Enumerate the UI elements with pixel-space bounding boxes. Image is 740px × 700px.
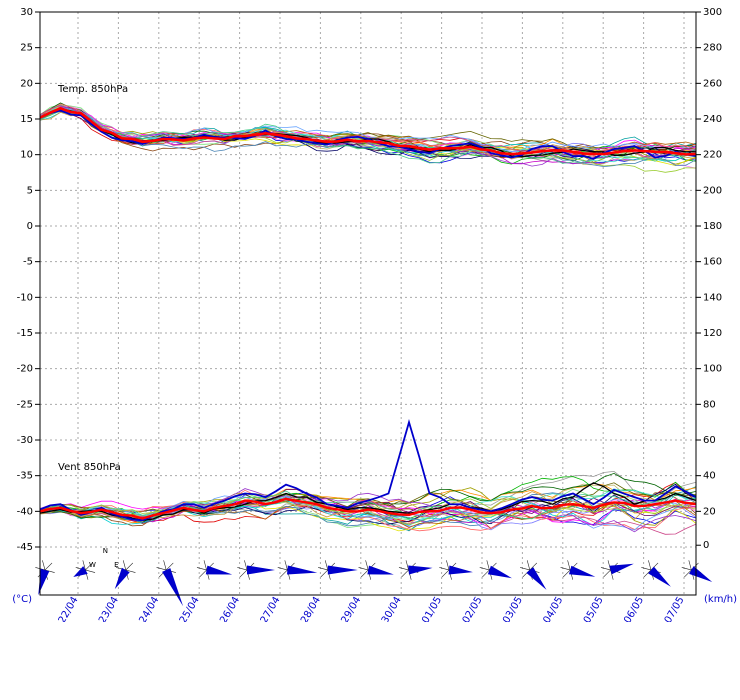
svg-text:-20: -20 (17, 364, 33, 375)
ensemble-member-lines (39, 102, 697, 535)
ensemble-chart: 30 25 20 15 10 5 0 -5 -10 -15 -20 -25 -30 -35 -40 -45 30… (12, 7, 737, 622)
svg-text:-5: -5 (23, 257, 33, 268)
svg-text:23/04: 23/04 (97, 595, 121, 622)
svg-text:30/04: 30/04 (380, 595, 404, 622)
svg-text:-30: -30 (17, 435, 33, 446)
svg-text:100: 100 (703, 364, 722, 375)
svg-text:-10: -10 (17, 292, 33, 303)
svg-text:07/05: 07/05 (663, 595, 687, 622)
svg-text:280: 280 (703, 43, 722, 54)
svg-text:200: 200 (703, 185, 722, 196)
svg-text:25/04: 25/04 (178, 595, 202, 622)
svg-text:80: 80 (703, 399, 716, 410)
svg-text:60: 60 (703, 435, 716, 446)
svg-text:-15: -15 (17, 328, 33, 339)
main-run-lines (39, 106, 697, 522)
svg-text:20: 20 (703, 506, 716, 517)
svg-text:25: 25 (20, 43, 33, 54)
svg-text:240: 240 (703, 114, 722, 125)
axis-labels: 30 25 20 15 10 5 0 -5 -10 -15 -20 -25 -30 -35 -40 -45 30… (12, 7, 737, 622)
svg-text:02/05: 02/05 (461, 595, 485, 622)
temp-panel-label: Temp. 850hPa (57, 84, 128, 95)
svg-text:260: 260 (703, 78, 722, 89)
svg-text:180: 180 (703, 221, 722, 232)
svg-text:0: 0 (703, 540, 709, 551)
svg-text:29/04: 29/04 (339, 595, 363, 622)
chart-legend: Moyenne des scénarios Run de contrôle Ru… (0, 624, 740, 662)
svg-text:06/05: 06/05 (622, 595, 646, 622)
svg-text:15: 15 (20, 114, 33, 125)
svg-text:26/04: 26/04 (218, 595, 242, 622)
svg-text:-45: -45 (17, 542, 33, 553)
plot-border (39, 11, 697, 596)
svg-text:27/04: 27/04 (259, 595, 283, 622)
svg-text:-25: -25 (17, 399, 33, 410)
compass-e: E (114, 561, 118, 569)
svg-text:(°C): (°C) (12, 594, 32, 605)
svg-text:22/04: 22/04 (57, 595, 81, 622)
svg-text:120: 120 (703, 328, 722, 339)
svg-text:03/05: 03/05 (501, 595, 525, 622)
svg-text:-35: -35 (17, 471, 33, 482)
svg-text:28/04: 28/04 (299, 595, 323, 622)
svg-text:30: 30 (20, 7, 33, 18)
svg-text:5: 5 (27, 185, 33, 196)
compass-w: W (89, 561, 96, 569)
svg-text:04/05: 04/05 (541, 595, 565, 622)
wind-panel-label: Vent 850hPa (58, 462, 121, 473)
svg-text:10: 10 (20, 150, 33, 161)
wind-barbs: NW E (35, 547, 713, 607)
svg-text:(km/h): (km/h) (704, 594, 737, 605)
svg-text:140: 140 (703, 292, 722, 303)
svg-text:40: 40 (703, 471, 716, 482)
svg-text:05/05: 05/05 (582, 595, 606, 622)
svg-text:-40: -40 (17, 506, 33, 517)
svg-text:160: 160 (703, 257, 722, 268)
svg-text:0: 0 (27, 221, 33, 232)
svg-text:01/05: 01/05 (420, 595, 444, 622)
svg-text:300: 300 (703, 7, 722, 18)
svg-text:24/04: 24/04 (137, 595, 161, 622)
svg-text:20: 20 (20, 78, 33, 89)
svg-text:220: 220 (703, 150, 722, 161)
compass-n: N (103, 547, 108, 555)
